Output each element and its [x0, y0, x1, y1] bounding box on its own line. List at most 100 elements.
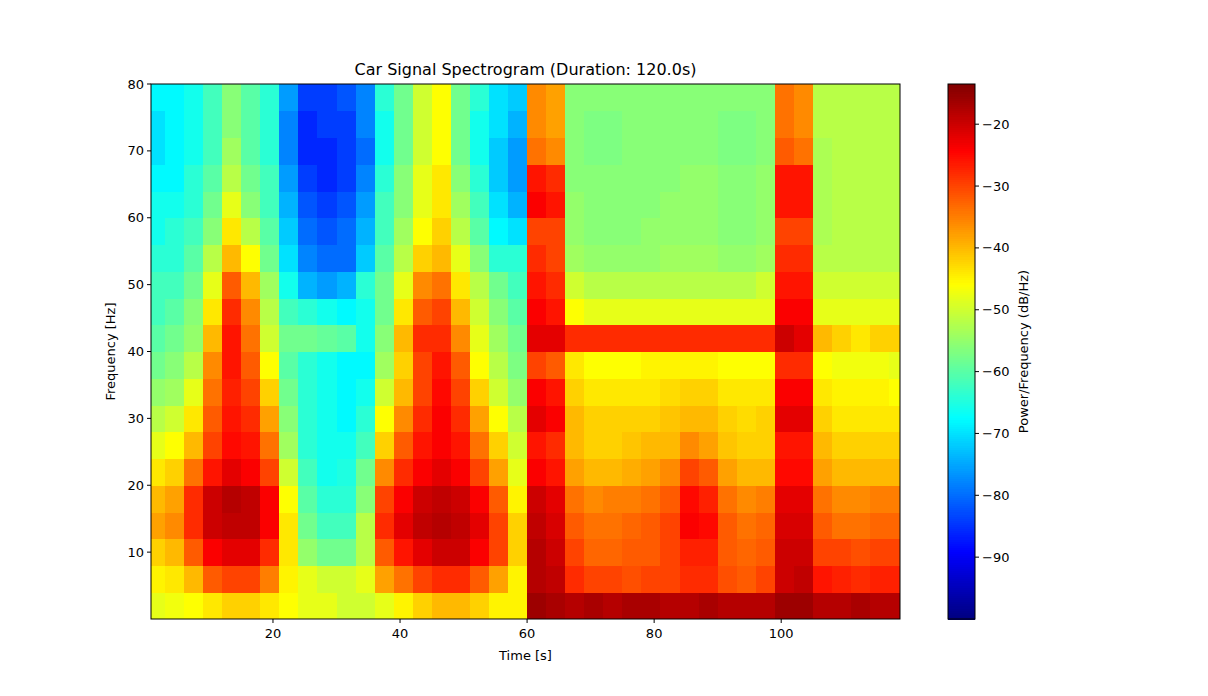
- cell: [584, 512, 604, 539]
- cell: [279, 378, 299, 405]
- cell: [432, 512, 452, 539]
- cell: [203, 512, 223, 539]
- cell: [151, 325, 166, 352]
- cell: [832, 245, 852, 272]
- cell: [508, 271, 528, 298]
- cell: [603, 459, 623, 486]
- cell: [337, 325, 357, 352]
- cell: [870, 325, 890, 352]
- cell: [641, 592, 661, 619]
- cell: [279, 164, 299, 191]
- cell: [565, 164, 585, 191]
- cell: [279, 325, 299, 352]
- cell: [489, 218, 509, 245]
- cell: [603, 218, 623, 245]
- cell: [794, 352, 814, 379]
- cell: [565, 298, 585, 325]
- cell: [603, 325, 623, 352]
- cell: [432, 459, 452, 486]
- colorbar-tick-label: −60: [982, 364, 1009, 379]
- cell: [680, 566, 700, 593]
- cell: [584, 138, 604, 165]
- cell: [375, 164, 395, 191]
- cell: [584, 432, 604, 459]
- cell: [151, 191, 166, 218]
- cell: [489, 485, 509, 512]
- cell: [775, 245, 795, 272]
- cell: [527, 111, 547, 138]
- cell: [222, 405, 242, 432]
- cell: [222, 352, 242, 379]
- cell: [584, 191, 604, 218]
- cell: [718, 218, 738, 245]
- cell: [451, 485, 471, 512]
- colorbar-tick: [975, 309, 979, 310]
- cell: [851, 432, 871, 459]
- cell: [565, 459, 585, 486]
- cell: [813, 218, 833, 245]
- cell: [737, 191, 757, 218]
- cell: [584, 325, 604, 352]
- cell: [413, 512, 433, 539]
- cell: [870, 592, 890, 619]
- cell: [432, 378, 452, 405]
- cell: [813, 592, 833, 619]
- cell: [260, 298, 280, 325]
- cell: [489, 512, 509, 539]
- cell: [394, 245, 414, 272]
- cell: [470, 539, 490, 566]
- cell: [565, 512, 585, 539]
- plot-frame: [151, 84, 900, 619]
- cell: [870, 485, 890, 512]
- cell: [870, 459, 890, 486]
- cell: [260, 84, 280, 111]
- cell: [699, 459, 719, 486]
- cell: [432, 84, 452, 111]
- cell: [470, 191, 490, 218]
- cell: [737, 325, 757, 352]
- cell: [413, 138, 433, 165]
- cell: [432, 352, 452, 379]
- cell: [775, 191, 795, 218]
- cell: [470, 218, 490, 245]
- cell: [203, 378, 223, 405]
- cell: [584, 84, 604, 111]
- cell: [889, 405, 900, 432]
- cell: [718, 298, 738, 325]
- cell: [413, 191, 433, 218]
- cell: [451, 459, 471, 486]
- cell: [794, 539, 814, 566]
- cell: [184, 459, 204, 486]
- cell: [222, 378, 242, 405]
- cell: [718, 566, 738, 593]
- cell: [641, 138, 661, 165]
- cell: [413, 164, 433, 191]
- cell: [279, 84, 299, 111]
- background: [0, 0, 1208, 696]
- cell: [680, 459, 700, 486]
- x-tick-label: 80: [646, 626, 663, 641]
- cell: [756, 512, 776, 539]
- cell: [889, 485, 900, 512]
- cell: [813, 485, 833, 512]
- cell: [699, 325, 719, 352]
- cell: [375, 84, 395, 111]
- cell: [317, 191, 337, 218]
- cell: [165, 138, 185, 165]
- cell: [813, 138, 833, 165]
- cell: [584, 298, 604, 325]
- cell: [260, 378, 280, 405]
- cell: [337, 539, 357, 566]
- cell: [775, 164, 795, 191]
- cell: [756, 245, 776, 272]
- title: Car Signal Spectrogram (Duration: 120.0s…: [355, 60, 697, 79]
- cell: [394, 432, 414, 459]
- cell: [565, 592, 585, 619]
- cell: [660, 325, 680, 352]
- cell: [756, 191, 776, 218]
- cell: [184, 245, 204, 272]
- cell: [889, 164, 900, 191]
- cell: [565, 218, 585, 245]
- cell: [756, 539, 776, 566]
- cell: [279, 138, 299, 165]
